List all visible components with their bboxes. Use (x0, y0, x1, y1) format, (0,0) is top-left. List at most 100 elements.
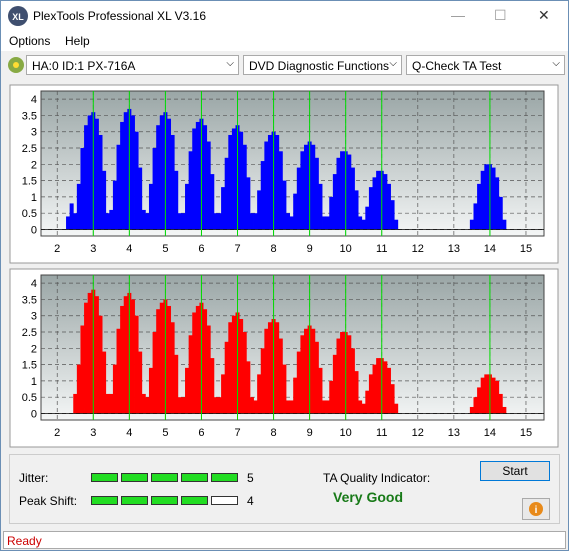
bar (246, 361, 251, 414)
bar (314, 341, 319, 414)
bar (69, 203, 74, 230)
info-button[interactable]: i (522, 498, 550, 520)
bar (213, 213, 218, 230)
bar (177, 213, 182, 230)
bar (249, 213, 254, 230)
bar (376, 170, 381, 230)
bar (98, 315, 103, 414)
bar (336, 157, 341, 230)
bar (109, 393, 114, 414)
x-tick-label: 12 (412, 427, 424, 439)
bar (167, 118, 172, 230)
bar (311, 328, 316, 414)
result-panel (9, 454, 560, 524)
x-tick-label: 2 (54, 243, 60, 255)
bar (123, 112, 128, 230)
bar (217, 213, 222, 230)
bar (477, 183, 482, 230)
bar (221, 374, 226, 414)
drive-text: HA:0 ID:1 PX-716A (32, 59, 136, 73)
bar (156, 125, 161, 230)
menu-bar: Options Help (1, 31, 568, 51)
bar (394, 219, 399, 230)
bar (260, 348, 265, 414)
meter-segment (211, 496, 238, 505)
bar (480, 377, 485, 414)
bar (203, 125, 208, 230)
bar (123, 296, 128, 414)
bar (185, 183, 190, 230)
bar (296, 351, 301, 414)
close-button[interactable]: ✕ (538, 7, 550, 23)
y-tick-label: 4 (31, 94, 37, 106)
bar (383, 361, 388, 414)
bar (361, 219, 366, 230)
bar (304, 328, 309, 414)
bar (293, 377, 298, 414)
bar (383, 174, 388, 230)
bar (112, 364, 117, 414)
bar (502, 406, 507, 414)
maximize-button[interactable]: ☐ (494, 7, 507, 23)
svg-text:XL: XL (12, 12, 24, 22)
bar (329, 196, 334, 230)
menu-item[interactable]: Options (9, 34, 51, 48)
bar (102, 170, 107, 230)
bar (484, 374, 489, 414)
x-tick-label: 8 (271, 243, 277, 255)
bar (296, 167, 301, 230)
meter-segment (121, 473, 148, 482)
bar (94, 118, 99, 230)
start-button[interactable]: Start (480, 461, 550, 481)
y-tick-label: 3.5 (22, 294, 37, 306)
bar (264, 141, 269, 230)
bar (336, 338, 341, 414)
minimize-button[interactable]: — (451, 7, 465, 23)
bar (188, 151, 193, 230)
bar (275, 322, 280, 414)
x-tick-label: 6 (198, 243, 204, 255)
bar (116, 328, 121, 414)
x-tick-label: 15 (520, 427, 532, 439)
bar (267, 134, 272, 230)
bar (278, 151, 283, 230)
bar (192, 128, 197, 230)
bar (293, 193, 298, 230)
function-select[interactable]: DVD Diagnostic Functions ⌵ (243, 55, 402, 75)
bar (347, 154, 352, 230)
meter-segment (211, 473, 238, 482)
bar (495, 177, 500, 230)
function-text: DVD Diagnostic Functions (249, 59, 390, 73)
bar (285, 213, 290, 230)
bar (116, 144, 121, 230)
drive-select[interactable]: HA:0 ID:1 PX-716A ⌵ (26, 55, 239, 75)
x-tick-label: 13 (448, 243, 460, 255)
bar (242, 332, 247, 414)
bar (473, 397, 478, 414)
bar (170, 322, 175, 414)
bar (87, 115, 92, 230)
menu-item[interactable]: Help (65, 34, 90, 48)
bar (365, 206, 370, 230)
bar (148, 367, 153, 414)
bar (84, 125, 89, 230)
x-tick-label: 11 (376, 243, 387, 255)
bar (267, 322, 272, 414)
x-tick-label: 6 (198, 427, 204, 439)
bar (491, 377, 496, 414)
status-text: Ready (7, 534, 42, 548)
bar (390, 384, 395, 414)
bar (195, 121, 200, 230)
peak-shift-label: Peak Shift: (19, 494, 78, 508)
x-tick-label: 3 (90, 427, 96, 439)
test-select[interactable]: Q-Check TA Test ⌵ (406, 55, 565, 75)
bar (221, 187, 226, 230)
x-tick-label: 10 (340, 243, 352, 255)
bar (300, 335, 305, 414)
bar (98, 134, 103, 230)
bar (318, 183, 323, 230)
bar (365, 390, 370, 414)
ta-rating: Very Good (333, 489, 404, 505)
bar (257, 374, 262, 414)
bar (109, 209, 114, 230)
